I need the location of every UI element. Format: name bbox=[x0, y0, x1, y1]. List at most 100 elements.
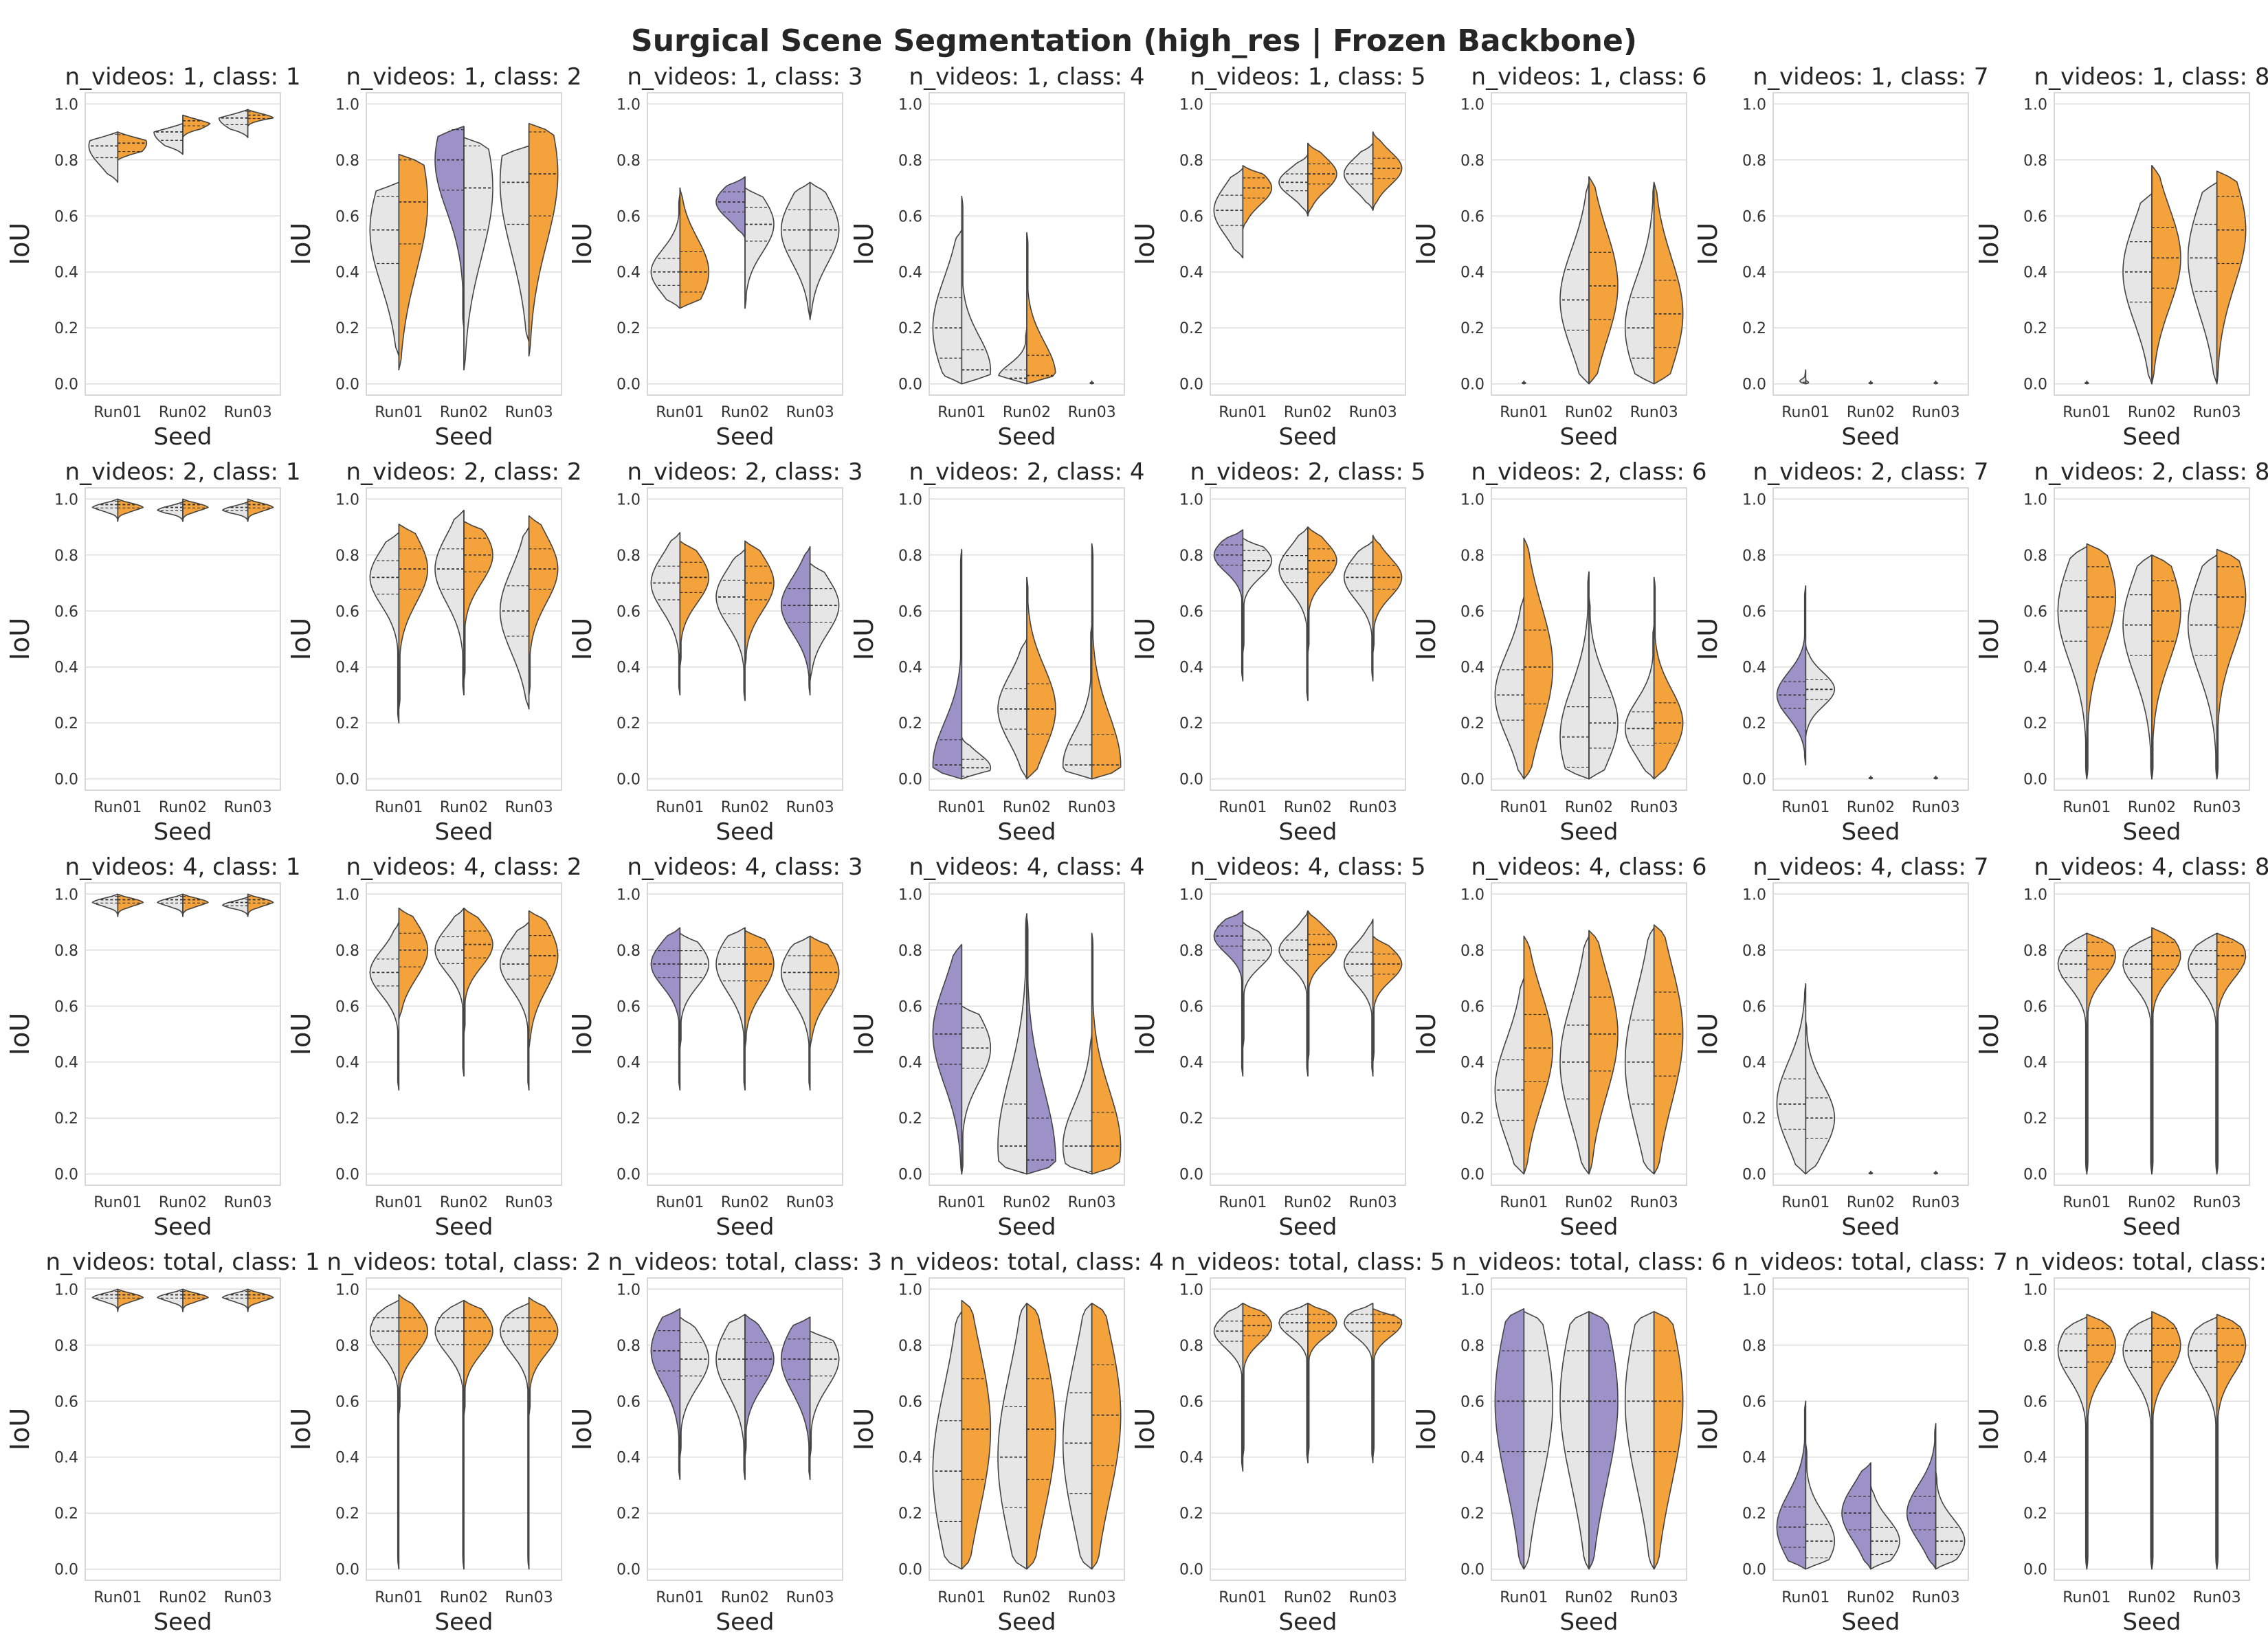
violin-left-half bbox=[715, 548, 746, 702]
y-tick-label: 1.0 bbox=[335, 886, 359, 904]
y-tick-label: 0.0 bbox=[616, 1167, 641, 1184]
y-axis-label: IoU bbox=[849, 1013, 879, 1055]
y-tick-label: 0.8 bbox=[616, 548, 641, 565]
violin-right-half bbox=[809, 181, 840, 320]
panel-title: n_videos: 1, class: 1 bbox=[65, 63, 301, 91]
violin-left-half bbox=[2188, 1316, 2218, 1570]
x-axis-label: Seed bbox=[154, 423, 212, 451]
y-tick-label: 0.2 bbox=[1742, 1505, 1766, 1523]
violin-right-half bbox=[1026, 576, 1056, 780]
y-axis-label: IoU bbox=[1130, 1013, 1160, 1055]
violin-left-half bbox=[1624, 1311, 1655, 1570]
panel-title: n_videos: total, class: 6 bbox=[1452, 1248, 1726, 1276]
y-axis-label: IoU bbox=[1693, 223, 1723, 265]
x-tick-label: Run01 bbox=[375, 1589, 423, 1606]
violin-right-half bbox=[961, 195, 992, 385]
y-tick-label: 0.6 bbox=[2023, 998, 2047, 1016]
x-tick-label: Run03 bbox=[1630, 799, 1678, 816]
x-tick-label: Run02 bbox=[1284, 404, 1332, 421]
y-axis-label: IoU bbox=[1130, 618, 1160, 660]
violin-left-half bbox=[1343, 142, 1374, 211]
y-tick-label: 0.0 bbox=[1742, 1562, 1766, 1579]
y-tick-label: 0.6 bbox=[2023, 603, 2047, 620]
y-tick-label: 0.0 bbox=[335, 1562, 359, 1579]
y-tick-label: 0.0 bbox=[335, 772, 359, 789]
x-tick-label: Run02 bbox=[1847, 799, 1895, 816]
y-tick-label: 0.8 bbox=[1742, 548, 1766, 565]
panel-title: n_videos: 1, class: 7 bbox=[1753, 63, 1989, 91]
y-axis-label: IoU bbox=[1411, 1408, 1441, 1450]
violin-right-half bbox=[1588, 176, 1619, 385]
y-tick-label: 0.4 bbox=[898, 265, 922, 282]
violin-right-half bbox=[809, 563, 840, 682]
y-tick-label: 1.0 bbox=[898, 886, 922, 904]
x-tick-label: Run01 bbox=[93, 404, 142, 421]
violin-right-half bbox=[679, 187, 710, 309]
panel-title: n_videos: 2, class: 2 bbox=[346, 458, 582, 486]
violin-left-half bbox=[218, 109, 249, 138]
y-tick-label: 0.2 bbox=[1460, 320, 1485, 337]
x-tick-label: Run02 bbox=[721, 1589, 769, 1606]
violin-right-half bbox=[744, 187, 775, 309]
violin-left-half bbox=[2122, 935, 2153, 1175]
x-tick-label: Run01 bbox=[375, 799, 423, 816]
y-tick-label: 1.0 bbox=[898, 1281, 922, 1299]
y-axis-label: IoU bbox=[5, 223, 35, 265]
violin-right-half bbox=[1026, 1302, 1056, 1570]
x-tick-label: Run03 bbox=[786, 1194, 834, 1211]
y-tick-label: 0.6 bbox=[1460, 603, 1485, 620]
y-tick-label: 0.4 bbox=[335, 265, 359, 282]
x-axis-label: Seed bbox=[716, 423, 775, 451]
violin-right-half bbox=[528, 910, 559, 1049]
violin-right-half bbox=[1372, 535, 1403, 654]
violin-left-half bbox=[88, 131, 119, 183]
y-tick-label: 0.4 bbox=[54, 1450, 78, 1467]
violin-left-half bbox=[1624, 624, 1655, 780]
y-tick-label: 0.8 bbox=[335, 153, 359, 170]
axes-frame bbox=[1772, 92, 1969, 396]
y-tick-label: 0.4 bbox=[616, 660, 641, 677]
violin-right-half bbox=[1653, 576, 1684, 780]
y-tick-label: 1.0 bbox=[1179, 96, 1203, 113]
y-tick-label: 0.0 bbox=[2023, 1167, 2047, 1184]
y-tick-label: 1.0 bbox=[2023, 886, 2047, 904]
violin-left-half bbox=[369, 1299, 400, 1570]
y-tick-label: 0.0 bbox=[898, 772, 922, 789]
x-tick-label: Run02 bbox=[2128, 799, 2176, 816]
y-tick-label: 0.4 bbox=[1742, 660, 1766, 677]
x-tick-label: Run03 bbox=[1630, 1589, 1678, 1606]
y-axis-label: IoU bbox=[5, 1013, 35, 1055]
x-tick-label: Run02 bbox=[1003, 799, 1051, 816]
y-tick-label: 0.4 bbox=[898, 660, 922, 677]
y-tick-label: 1.0 bbox=[2023, 1281, 2047, 1299]
y-tick-label: 1.0 bbox=[1179, 1281, 1203, 1299]
x-axis-label: Seed bbox=[1842, 1608, 1900, 1636]
y-tick-label: 1.0 bbox=[1179, 886, 1203, 904]
x-tick-label: Run01 bbox=[656, 404, 704, 421]
y-tick-label: 0.0 bbox=[1742, 377, 1766, 394]
y-tick-label: 0.0 bbox=[1179, 1562, 1203, 1579]
x-axis-label: Seed bbox=[435, 818, 493, 846]
y-tick-label: 0.6 bbox=[898, 1393, 922, 1411]
y-tick-label: 0.2 bbox=[335, 1110, 359, 1128]
y-tick-label: 0.8 bbox=[898, 153, 922, 170]
x-tick-label: Run02 bbox=[1565, 799, 1613, 816]
violin-left-half bbox=[434, 1299, 465, 1570]
x-tick-label: Run02 bbox=[440, 799, 488, 816]
axes-frame bbox=[1772, 487, 1969, 791]
panel-title: n_videos: 2, class: 1 bbox=[65, 458, 301, 486]
y-tick-label: 0.4 bbox=[616, 1450, 641, 1467]
y-tick-label: 1.0 bbox=[616, 96, 641, 113]
x-tick-label: Run02 bbox=[721, 799, 769, 816]
y-axis-label: IoU bbox=[1411, 223, 1441, 265]
y-tick-label: 0.0 bbox=[2023, 377, 2047, 394]
x-axis-label: Seed bbox=[154, 1213, 212, 1241]
y-tick-label: 0.4 bbox=[1742, 265, 1766, 282]
y-tick-label: 1.0 bbox=[1179, 491, 1203, 508]
x-axis-label: Seed bbox=[716, 1608, 775, 1636]
x-tick-label: Run03 bbox=[505, 404, 553, 421]
x-tick-label: Run03 bbox=[505, 1194, 553, 1211]
y-tick-label: 0.4 bbox=[616, 265, 641, 282]
y-tick-label: 0.2 bbox=[335, 1505, 359, 1523]
panel-title: n_videos: total, class: 1 bbox=[45, 1248, 320, 1276]
